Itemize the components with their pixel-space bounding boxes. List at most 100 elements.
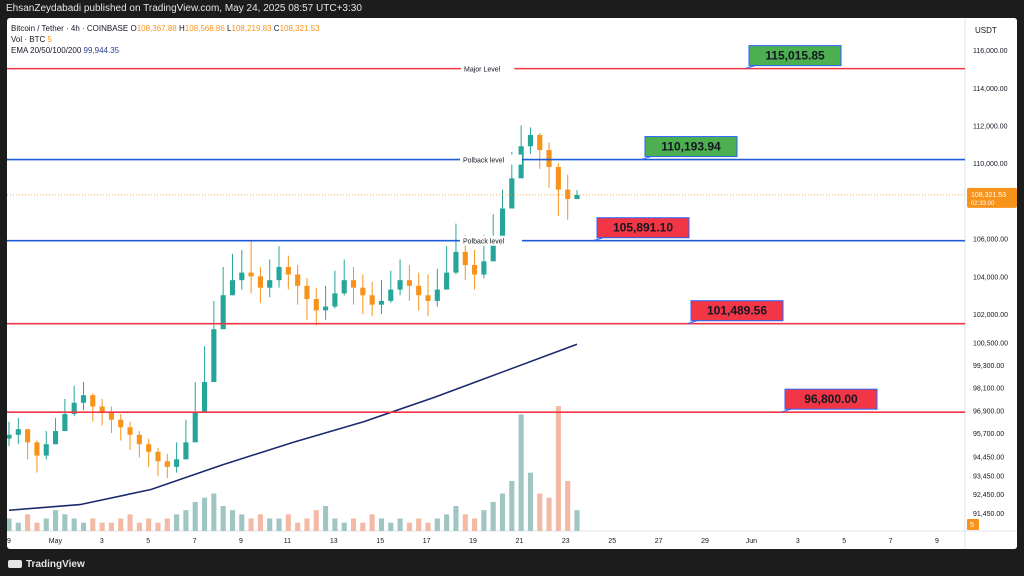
legend-open-label: O	[130, 24, 137, 33]
level-price-label: 115,015.85	[765, 49, 825, 63]
candle-body	[304, 285, 310, 300]
volume-bar	[509, 481, 515, 531]
current-price-value: 108,321.53	[971, 192, 1006, 199]
volume-bar	[453, 506, 459, 531]
x-tick-label: 7	[889, 538, 893, 545]
candle-body	[434, 289, 440, 301]
volume-bar	[15, 522, 21, 531]
volume-bar	[108, 522, 114, 531]
volume-bar	[304, 518, 310, 531]
level-line-label-bg	[460, 235, 522, 246]
volume-bar	[425, 522, 431, 531]
x-tick-label: 29	[701, 538, 709, 545]
volume-bar	[444, 514, 450, 531]
candle-body	[285, 266, 291, 275]
candle-body	[201, 382, 208, 413]
volume-bar	[71, 518, 77, 531]
volume-bar	[565, 481, 571, 531]
y-tick-label: 102,000.00	[973, 312, 1008, 319]
volume-bar	[52, 510, 59, 531]
x-tick-label: 9	[239, 538, 243, 545]
candle-body	[71, 402, 77, 415]
candle-body	[462, 251, 468, 266]
level-price-label: 96,800.00	[804, 392, 858, 406]
volume-bar	[62, 514, 68, 531]
price-chart[interactable]: USDT 116,000.00 114,000.00 112,000.00 110,00…	[7, 18, 1017, 549]
level-price-box	[596, 217, 690, 239]
y-tick-label: 116,000.00	[973, 48, 1008, 55]
legend-close-label: C	[273, 24, 280, 33]
candle-body	[7, 434, 12, 439]
volume-bar	[136, 522, 142, 531]
y-tick-label: 94,450.00	[973, 455, 1004, 462]
level-price-box	[784, 388, 878, 410]
volume-bar	[90, 518, 96, 531]
candle-body	[406, 280, 412, 286]
level-price-label: 105,891.10	[613, 221, 673, 235]
candle-body	[416, 285, 422, 296]
y-tick-label: 92,450.00	[973, 492, 1004, 499]
candle-body	[127, 427, 133, 435]
y-tick-label: 100,500.00	[973, 340, 1008, 347]
x-tick-label: 21	[516, 538, 524, 545]
volume-bar	[369, 514, 375, 531]
volume-bar	[248, 518, 254, 531]
volume-bar	[192, 501, 198, 531]
level-line-label: Polback level	[463, 158, 505, 165]
candle-body	[341, 280, 347, 294]
candle-body	[220, 295, 226, 330]
volume-bar	[574, 510, 580, 531]
volume-bar	[99, 522, 105, 531]
candle-body	[332, 293, 338, 307]
publisher-bar: EhsanZeydabadi published on TradingView.…	[0, 0, 1024, 18]
volume-bar	[490, 501, 496, 531]
volume-bar	[360, 522, 366, 531]
candle-body	[546, 150, 552, 167]
y-tick-label: 93,450.00	[973, 473, 1004, 480]
y-tick-label: 96,900.00	[973, 408, 1004, 415]
y-tick-label: 95,700.00	[973, 431, 1004, 438]
y-tick-label: 98,100.00	[973, 386, 1004, 393]
volume-bar	[546, 497, 552, 531]
y-tick-label: 110,000.00	[973, 161, 1008, 168]
volume-bar	[118, 518, 124, 531]
volume-bar	[229, 510, 236, 531]
candle-body	[453, 251, 459, 273]
candle-body	[565, 189, 571, 200]
tradingview-logo[interactable]: TradingView	[8, 553, 85, 576]
chart-frame[interactable]: USDT 116,000.00 114,000.00 112,000.00 110,00…	[7, 18, 1017, 549]
volume-bar	[211, 493, 217, 531]
x-tick-label: 3	[796, 538, 800, 545]
volume-bar	[481, 510, 487, 531]
level-price-label: 101,489.56	[707, 304, 767, 318]
x-tick-label: 9	[935, 538, 939, 545]
x-tick-label: 25	[608, 538, 616, 545]
candle-body	[90, 395, 96, 407]
y-tick-label: 91,450.00	[973, 511, 1004, 518]
volume-bar	[220, 506, 226, 531]
volume-bar	[201, 497, 208, 531]
legend-open-value: 108,367.88	[136, 24, 177, 33]
volume-bar	[276, 518, 282, 531]
legend-ema-value: 99,944.35	[83, 46, 120, 55]
y-tick-label: 114,000.00	[973, 86, 1008, 93]
legend-high-value: 108,568.86	[184, 24, 225, 33]
candle-body	[323, 306, 329, 311]
candle-body	[99, 406, 105, 413]
tradingview-brand: TradingView	[26, 559, 85, 570]
candle-body	[229, 280, 236, 296]
chart-legend: Bitcoin / Tether · 4h · COINBASE O108,36…	[11, 23, 320, 56]
volume-bar	[499, 493, 506, 531]
volume-badge	[967, 519, 979, 530]
volume-bar	[350, 518, 357, 531]
candle-body	[350, 280, 357, 288]
legend-volume-value: 5	[47, 35, 52, 44]
volume-bar	[472, 518, 478, 531]
volume-bar	[323, 506, 329, 531]
volume-bar	[341, 522, 347, 531]
candle-body	[146, 444, 152, 452]
x-tick-label: 13	[330, 538, 338, 545]
legend-ema-label: EMA 20/50/100/200	[11, 46, 82, 55]
volume-bar	[257, 514, 263, 531]
price-axis	[965, 18, 1017, 549]
